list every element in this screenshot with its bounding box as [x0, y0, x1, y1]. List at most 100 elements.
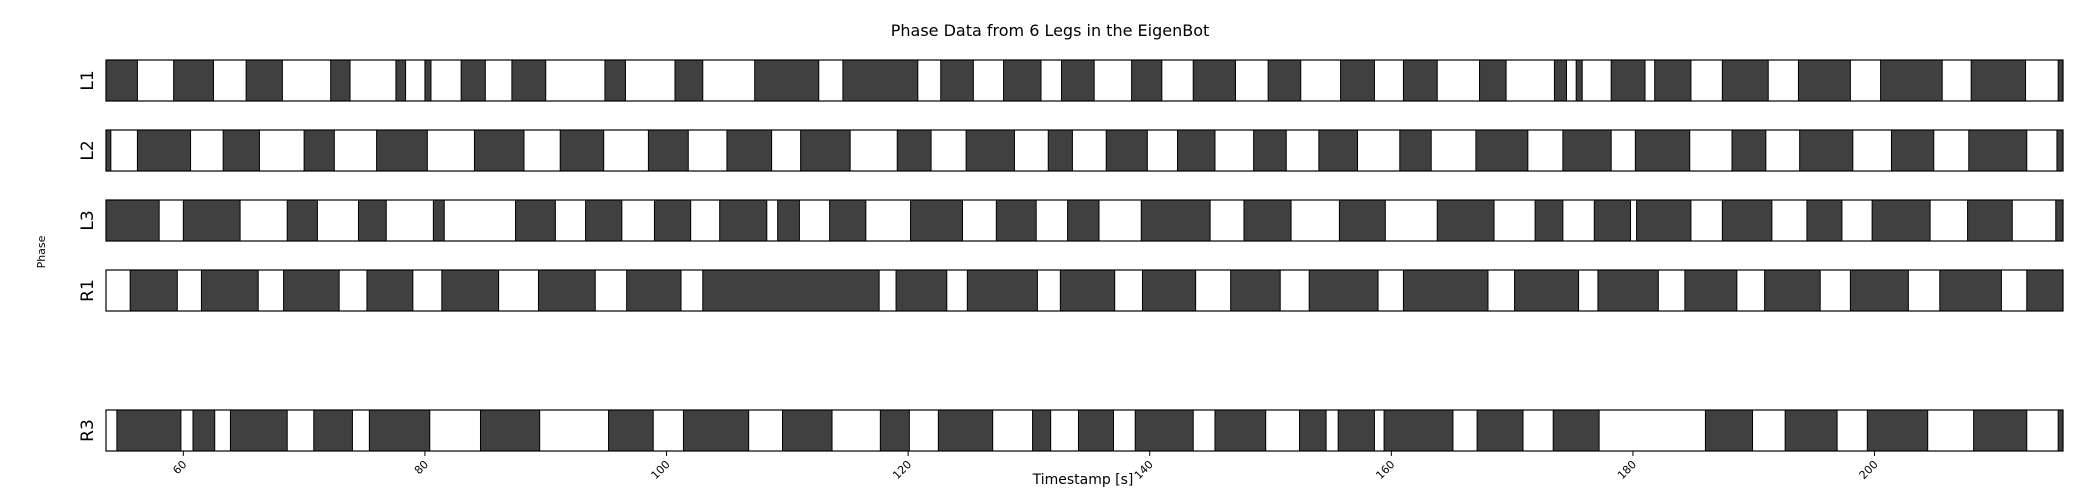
phase-segment [2026, 269, 2064, 312]
phase-segment [1299, 409, 1327, 452]
phase-segment [1731, 129, 1767, 172]
row-label-r3: R3 [78, 419, 98, 442]
phase-segment [2057, 59, 2064, 102]
phase-segment [129, 269, 178, 312]
row-r1: R1 [78, 269, 2064, 312]
phase-segment [283, 269, 340, 312]
phase-segment [1849, 269, 1909, 312]
row-label-l3: L3 [78, 210, 98, 230]
phase-segment [1552, 409, 1600, 452]
x-tick-label: 120 [890, 458, 914, 482]
phase-segment [910, 199, 963, 242]
phase-segment [286, 199, 318, 242]
phase-segment [1479, 59, 1507, 102]
phase-segment [1059, 269, 1116, 312]
phase-segment [1214, 409, 1267, 452]
phase-segment [1340, 59, 1375, 102]
phase-segment [653, 199, 692, 242]
phase-segment [537, 269, 596, 312]
phase-segment [424, 59, 432, 102]
phase-segment [1399, 129, 1432, 172]
phase-segment [192, 409, 216, 452]
phase-segment [330, 59, 351, 102]
phase-segment [1192, 59, 1237, 102]
phase-segment [1575, 59, 1583, 102]
x-tick-label: 180 [1615, 458, 1639, 482]
phase-segment [1967, 199, 2013, 242]
phase-segment [1939, 269, 2002, 312]
leg-rows: L1 L2 L3 R1 R3 [78, 59, 2064, 452]
phase-segment [229, 409, 288, 452]
phase-segment [608, 409, 654, 452]
row-frame [105, 269, 2064, 312]
phase-segment [1721, 59, 1769, 102]
phase-segment [719, 199, 768, 242]
phase-segment [1799, 129, 1854, 172]
phase-segment [1866, 409, 1929, 452]
phase-segment [604, 59, 626, 102]
row-label-r1: R1 [78, 279, 98, 302]
phase-segment [105, 59, 138, 102]
phase-segment [432, 199, 445, 242]
phase-segment [1436, 199, 1495, 242]
phase-segment [647, 129, 689, 172]
phase-segment [1721, 199, 1773, 242]
phase-segment [1032, 409, 1052, 452]
phase-segment [800, 129, 851, 172]
phase-segment [1476, 409, 1524, 452]
phase-segment [682, 409, 750, 452]
phase-segment [1061, 59, 1095, 102]
phase-segment [1105, 129, 1148, 172]
phase-segment [1067, 199, 1100, 242]
phase-segment [2056, 129, 2064, 172]
row-l1: L1 [78, 59, 2064, 102]
row-l2: L2 [78, 129, 2064, 172]
phase-segment [879, 409, 910, 452]
phase-segment [1871, 199, 1931, 242]
phase-segment [829, 199, 867, 242]
phase-segment [479, 409, 541, 452]
phase-segment [777, 199, 800, 242]
x-tick-label: 160 [1373, 458, 1397, 482]
phase-segment [1597, 269, 1659, 312]
phase-segment [995, 199, 1037, 242]
x-axis-label: Timestamp [s] [1032, 472, 1134, 488]
phase-segment [173, 59, 215, 102]
phase-segment [1880, 59, 1943, 102]
phase-segment [585, 199, 623, 242]
phase-segment [460, 59, 486, 102]
x-tick-label: 80 [412, 458, 431, 477]
phase-segment [1784, 409, 1838, 452]
phase-segment [1970, 59, 2027, 102]
phase-segment [1003, 59, 1042, 102]
phase-segment [473, 129, 525, 172]
phase-segment [1968, 129, 2028, 172]
x-tick-label: 140 [1132, 458, 1156, 482]
row-label-l2: L2 [78, 140, 98, 160]
phase-segment [1797, 59, 1851, 102]
phase-segment [1230, 269, 1281, 312]
phase-segment [1267, 59, 1302, 102]
phase-segment [702, 269, 880, 312]
y-axis-label: Phase [35, 235, 48, 268]
phase-segment [245, 59, 283, 102]
x-tick-label: 100 [649, 458, 673, 482]
phase-segment [726, 129, 773, 172]
phase-segment [182, 199, 241, 242]
phase-segment [1764, 269, 1821, 312]
phase-segment [105, 129, 112, 172]
phase-segment [1308, 269, 1379, 312]
phase-segment [376, 129, 428, 172]
phase-segment [222, 129, 260, 172]
phase-segment [966, 269, 1038, 312]
phase-segment [1141, 269, 1197, 312]
phase-segment [1636, 199, 1692, 242]
phase-segment [1077, 409, 1114, 452]
phase-segment [441, 269, 500, 312]
phase-segment [937, 409, 994, 452]
phase-segment [1973, 409, 2028, 452]
phase-segment [1177, 129, 1216, 172]
phase-segment [842, 59, 919, 102]
phase-segment [895, 269, 948, 312]
